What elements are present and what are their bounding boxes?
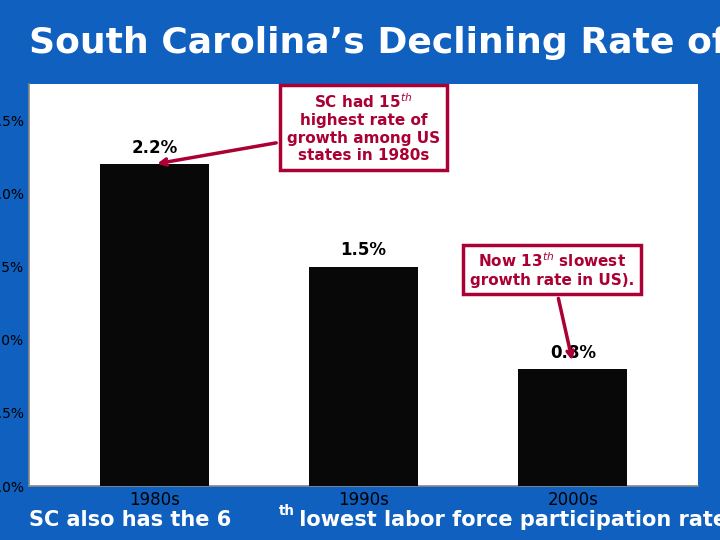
Text: SC had 15$^{th}$
highest rate of
growth among US
states in 1980s: SC had 15$^{th}$ highest rate of growth … xyxy=(161,92,440,165)
Text: Now 13$^{th}$ slowest
growth rate in US).: Now 13$^{th}$ slowest growth rate in US)… xyxy=(470,252,634,356)
Bar xyxy=(309,267,418,486)
Bar xyxy=(100,164,209,486)
Text: lowest labor force participation rate in the US: lowest labor force participation rate in… xyxy=(292,510,720,530)
Text: SC also has the 6: SC also has the 6 xyxy=(29,510,231,530)
Text: th: th xyxy=(279,504,295,518)
Text: South Carolina’s Declining Rate of Growth: South Carolina’s Declining Rate of Growt… xyxy=(29,26,720,60)
Text: 0.8%: 0.8% xyxy=(550,343,596,362)
Text: 2.2%: 2.2% xyxy=(131,139,177,157)
Text: 1.5%: 1.5% xyxy=(341,241,387,259)
Bar xyxy=(518,369,627,486)
